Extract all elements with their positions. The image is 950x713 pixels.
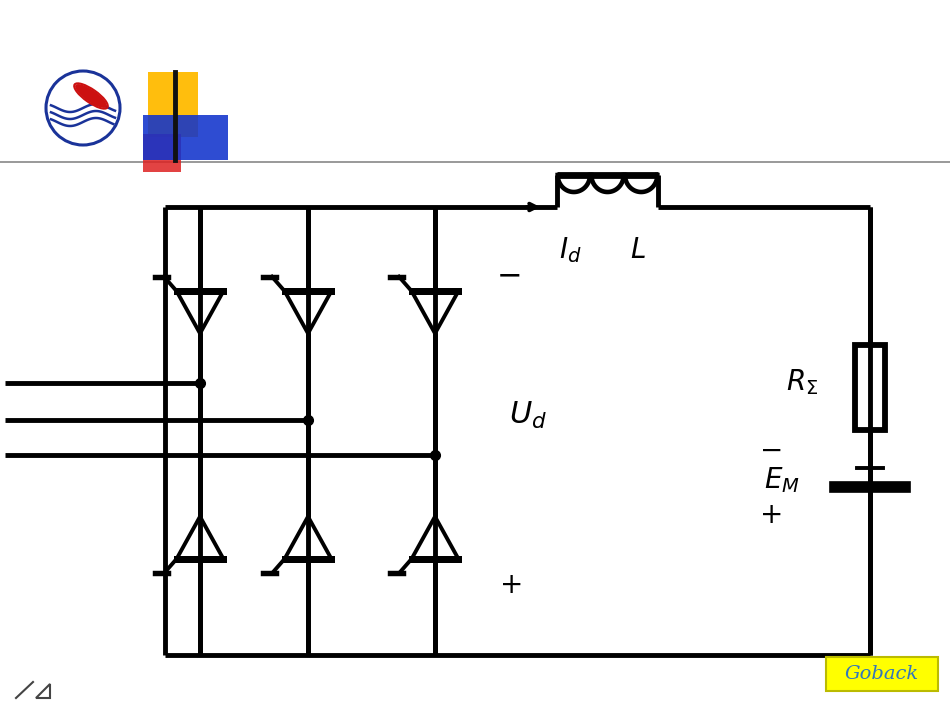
- Text: $E_M$: $E_M$: [764, 465, 800, 495]
- Text: $+$: $+$: [759, 501, 781, 529]
- Bar: [826, 657, 938, 691]
- Text: Goback: Goback: [845, 665, 920, 683]
- Text: $-$: $-$: [759, 436, 781, 464]
- Text: $R_{\Sigma}$: $R_{\Sigma}$: [786, 367, 818, 397]
- Text: $I_d$: $I_d$: [559, 235, 581, 265]
- Bar: [143, 115, 228, 160]
- Bar: [148, 72, 198, 137]
- Text: $U_d$: $U_d$: [509, 399, 547, 431]
- Text: $+$: $+$: [499, 571, 522, 599]
- Bar: [855, 345, 885, 430]
- Text: $L$: $L$: [630, 237, 646, 264]
- Ellipse shape: [75, 84, 107, 108]
- Text: $-$: $-$: [496, 260, 521, 289]
- Bar: [143, 134, 181, 172]
